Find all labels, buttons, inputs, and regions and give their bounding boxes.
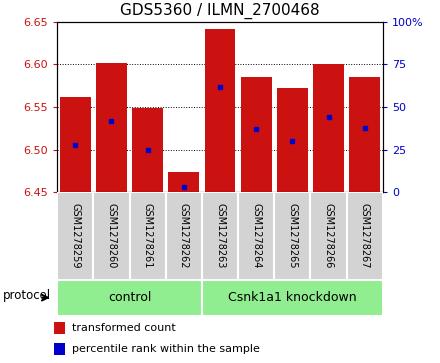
Text: transformed count: transformed count <box>72 323 176 333</box>
Bar <box>313 64 344 192</box>
Text: GSM1278260: GSM1278260 <box>106 203 117 269</box>
Text: GSM1278264: GSM1278264 <box>251 203 261 269</box>
FancyBboxPatch shape <box>93 192 129 280</box>
Bar <box>241 77 271 192</box>
Text: control: control <box>108 291 151 304</box>
Text: GSM1278261: GSM1278261 <box>143 203 153 269</box>
Text: GSM1278263: GSM1278263 <box>215 203 225 269</box>
Bar <box>96 63 127 192</box>
Bar <box>169 172 199 192</box>
FancyBboxPatch shape <box>57 192 93 280</box>
Text: percentile rank within the sample: percentile rank within the sample <box>72 344 260 354</box>
Text: GSM1278262: GSM1278262 <box>179 203 189 269</box>
FancyBboxPatch shape <box>166 192 202 280</box>
FancyBboxPatch shape <box>202 280 383 316</box>
Bar <box>54 343 65 355</box>
FancyBboxPatch shape <box>57 280 202 316</box>
FancyBboxPatch shape <box>311 192 347 280</box>
Bar <box>132 108 163 192</box>
Text: GSM1278267: GSM1278267 <box>360 203 370 269</box>
Title: GDS5360 / ILMN_2700468: GDS5360 / ILMN_2700468 <box>120 3 320 19</box>
Text: GSM1278265: GSM1278265 <box>287 203 297 269</box>
FancyBboxPatch shape <box>129 192 166 280</box>
Bar <box>277 88 308 192</box>
Bar <box>205 29 235 192</box>
Text: GSM1278259: GSM1278259 <box>70 203 80 269</box>
Bar <box>349 77 380 192</box>
FancyBboxPatch shape <box>347 192 383 280</box>
Bar <box>54 322 65 334</box>
Text: Csnk1a1 knockdown: Csnk1a1 knockdown <box>228 291 357 304</box>
FancyBboxPatch shape <box>202 192 238 280</box>
FancyBboxPatch shape <box>274 192 311 280</box>
Text: protocol: protocol <box>3 289 51 302</box>
FancyBboxPatch shape <box>238 192 274 280</box>
Bar <box>60 97 91 192</box>
Text: GSM1278266: GSM1278266 <box>323 203 334 269</box>
